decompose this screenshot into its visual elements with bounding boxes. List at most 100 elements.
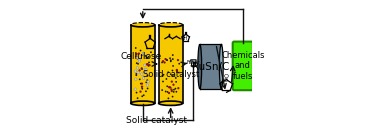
Circle shape bbox=[170, 88, 173, 91]
Text: Filter: Filter bbox=[187, 60, 200, 65]
Circle shape bbox=[163, 74, 164, 76]
Circle shape bbox=[146, 63, 148, 66]
Circle shape bbox=[138, 60, 141, 62]
Circle shape bbox=[170, 59, 172, 61]
Text: O: O bbox=[224, 78, 228, 83]
Circle shape bbox=[139, 50, 141, 51]
Circle shape bbox=[143, 53, 145, 55]
Circle shape bbox=[173, 91, 175, 93]
Circle shape bbox=[139, 90, 142, 93]
Ellipse shape bbox=[131, 23, 155, 27]
Circle shape bbox=[168, 92, 170, 94]
Circle shape bbox=[175, 81, 177, 83]
Circle shape bbox=[137, 71, 139, 74]
Circle shape bbox=[165, 91, 167, 92]
Circle shape bbox=[169, 57, 171, 59]
Ellipse shape bbox=[198, 44, 201, 89]
Circle shape bbox=[147, 80, 149, 83]
Circle shape bbox=[167, 71, 169, 73]
Text: Chemicals
and
fuels: Chemicals and fuels bbox=[221, 51, 265, 81]
Text: Solid catalyst: Solid catalyst bbox=[126, 116, 187, 125]
Circle shape bbox=[177, 87, 180, 89]
Circle shape bbox=[167, 98, 169, 99]
Circle shape bbox=[147, 63, 149, 65]
Ellipse shape bbox=[159, 23, 183, 27]
Text: Solid catalyst: Solid catalyst bbox=[143, 70, 200, 79]
Circle shape bbox=[150, 51, 152, 53]
Circle shape bbox=[148, 62, 150, 63]
Circle shape bbox=[178, 72, 180, 73]
Circle shape bbox=[141, 73, 143, 75]
FancyBboxPatch shape bbox=[233, 42, 253, 90]
Circle shape bbox=[135, 78, 137, 81]
Circle shape bbox=[142, 52, 145, 55]
Circle shape bbox=[162, 60, 164, 62]
Bar bbox=[159, 25, 183, 103]
Bar bbox=[200, 44, 221, 89]
Circle shape bbox=[141, 86, 143, 88]
Circle shape bbox=[170, 81, 173, 83]
Bar bbox=[131, 25, 155, 103]
Circle shape bbox=[175, 91, 177, 93]
Circle shape bbox=[136, 92, 138, 93]
Circle shape bbox=[136, 57, 139, 60]
Circle shape bbox=[138, 69, 141, 72]
Circle shape bbox=[134, 70, 136, 72]
Circle shape bbox=[135, 47, 136, 49]
Circle shape bbox=[143, 94, 145, 96]
Circle shape bbox=[138, 52, 140, 55]
Polygon shape bbox=[191, 60, 196, 67]
Circle shape bbox=[164, 58, 167, 60]
Text: OH: OH bbox=[181, 36, 188, 41]
Circle shape bbox=[166, 78, 167, 80]
Circle shape bbox=[142, 77, 145, 79]
Circle shape bbox=[176, 70, 178, 72]
Circle shape bbox=[175, 77, 177, 79]
Circle shape bbox=[137, 63, 139, 65]
Circle shape bbox=[178, 63, 180, 65]
Circle shape bbox=[172, 54, 174, 56]
Circle shape bbox=[169, 86, 171, 88]
Circle shape bbox=[172, 75, 174, 77]
Circle shape bbox=[162, 81, 164, 82]
Circle shape bbox=[170, 73, 172, 75]
Circle shape bbox=[167, 91, 169, 93]
Circle shape bbox=[163, 61, 166, 64]
Circle shape bbox=[146, 57, 148, 59]
Circle shape bbox=[144, 55, 146, 57]
Circle shape bbox=[172, 65, 174, 67]
Circle shape bbox=[149, 64, 151, 66]
Text: Cellulose: Cellulose bbox=[120, 52, 161, 61]
Circle shape bbox=[146, 63, 149, 66]
Circle shape bbox=[161, 62, 163, 63]
Circle shape bbox=[146, 47, 148, 49]
Text: RuSn/C: RuSn/C bbox=[192, 62, 229, 72]
Circle shape bbox=[135, 74, 137, 76]
Circle shape bbox=[146, 57, 147, 59]
Circle shape bbox=[162, 75, 163, 77]
Circle shape bbox=[176, 69, 178, 71]
Circle shape bbox=[170, 87, 172, 89]
Ellipse shape bbox=[159, 101, 183, 105]
Circle shape bbox=[136, 62, 138, 64]
Circle shape bbox=[144, 64, 146, 66]
Circle shape bbox=[166, 59, 167, 61]
Circle shape bbox=[175, 88, 176, 89]
Ellipse shape bbox=[131, 101, 155, 105]
Circle shape bbox=[145, 90, 147, 92]
Circle shape bbox=[147, 75, 149, 77]
Ellipse shape bbox=[219, 44, 223, 89]
Circle shape bbox=[161, 89, 163, 91]
Circle shape bbox=[173, 89, 175, 91]
Circle shape bbox=[166, 85, 168, 87]
Circle shape bbox=[135, 73, 137, 75]
Circle shape bbox=[166, 59, 168, 61]
Circle shape bbox=[141, 88, 143, 90]
Circle shape bbox=[170, 60, 172, 62]
Circle shape bbox=[146, 79, 148, 81]
Circle shape bbox=[146, 84, 149, 86]
Circle shape bbox=[144, 72, 146, 74]
Circle shape bbox=[168, 86, 170, 88]
Circle shape bbox=[137, 97, 138, 99]
Circle shape bbox=[145, 69, 147, 71]
